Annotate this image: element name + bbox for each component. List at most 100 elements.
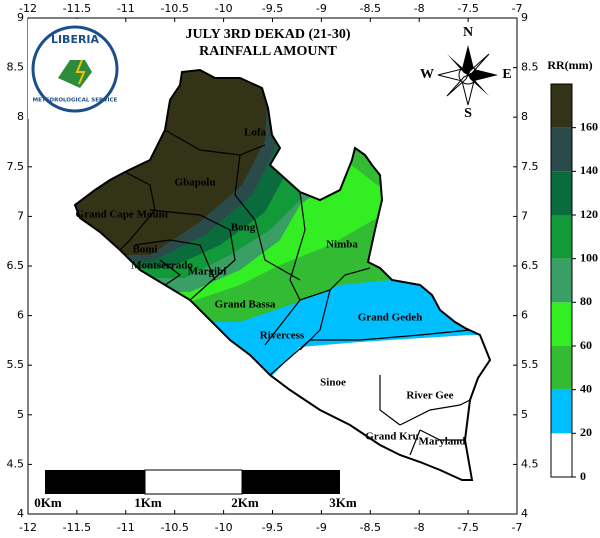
y-tick-label: 4 bbox=[17, 507, 24, 520]
x-tick-label: -9 bbox=[316, 521, 327, 534]
colorbar-tick-label: 20 bbox=[580, 425, 592, 439]
y-tick-label: 8.5 bbox=[7, 61, 25, 74]
county-label: Gbapolu bbox=[175, 177, 216, 189]
compass-letter: E bbox=[502, 67, 511, 82]
y-tick-label: 9 bbox=[17, 11, 24, 24]
x-tick-label: -8 bbox=[414, 521, 425, 534]
y-tick-label: 7 bbox=[521, 209, 528, 222]
y-tick-label: 7.5 bbox=[521, 160, 539, 173]
colorbar-band bbox=[551, 302, 572, 346]
y-tick-label: 5 bbox=[17, 408, 24, 421]
y-tick-label: 6.5 bbox=[521, 259, 539, 272]
x-tick-label: -9 bbox=[316, 2, 327, 15]
x-tick-label: -10 bbox=[215, 2, 233, 15]
scale-label: 2Km bbox=[231, 495, 259, 510]
compass-point bbox=[468, 69, 498, 81]
county-labels: Lofa Gbapolu Grand Cape Mount Bong Bomi Monts… bbox=[76, 127, 466, 448]
title-line: RAINFALL AMOUNT bbox=[199, 44, 337, 59]
county-label: Nimba bbox=[326, 239, 358, 251]
x-tick-label: -10 bbox=[215, 521, 233, 534]
x-tick-label: -7 bbox=[512, 521, 523, 534]
compass-point bbox=[447, 54, 468, 75]
y-tick-label: 5.5 bbox=[521, 358, 539, 371]
title-line: JULY 3RD DEKAD (21-30) bbox=[185, 27, 350, 42]
y-tick-label: 4.5 bbox=[7, 457, 25, 470]
x-tick-label: -11.5 bbox=[63, 2, 91, 15]
scale-label: 1Km bbox=[134, 495, 162, 510]
logo: LIBERIA METEOROLOGICAL SERVICE bbox=[28, 19, 123, 119]
scale-bar: 0Km 1Km 2Km 3Km bbox=[34, 469, 357, 510]
colorbar-tick-label: 0 bbox=[580, 469, 586, 483]
x-tick-label: -8.5 bbox=[360, 521, 381, 534]
scale-label: 3Km bbox=[329, 495, 357, 510]
x-tick-label: -7 bbox=[512, 2, 523, 15]
scale-label: 0Km bbox=[34, 495, 62, 510]
colorbar-frame bbox=[550, 83, 573, 478]
x-tick-label: -11 bbox=[117, 521, 135, 534]
y-tick-label: 4 bbox=[521, 507, 528, 520]
y-tick-label: 7 bbox=[17, 209, 24, 222]
county-label: River Gee bbox=[406, 390, 453, 402]
colorbar-tick-label: 100 bbox=[580, 250, 598, 264]
county-label: Sinoe bbox=[320, 377, 346, 389]
x-tick-label: -8 bbox=[414, 2, 425, 15]
colorbar-band bbox=[551, 346, 572, 390]
colorbar-label: RR(mm) bbox=[547, 58, 592, 72]
scale-segment bbox=[144, 469, 243, 495]
y-tick-label: 6 bbox=[17, 309, 24, 322]
axes: -12 -12 -11.5 -11.5 -11 -11 -10.5 -10.5 -10 -10 -9… bbox=[7, 2, 539, 534]
y-tick-label: 8.5 bbox=[521, 61, 539, 74]
y-tick-label: 9 bbox=[521, 11, 528, 24]
y-tick-label: 6.5 bbox=[7, 259, 25, 272]
colorbar-band bbox=[551, 84, 572, 128]
x-tick-label: -7.5 bbox=[457, 2, 478, 15]
country-outline bbox=[73, 68, 492, 481]
county-label: Montserrado bbox=[131, 260, 193, 272]
y-tick-label: 6 bbox=[521, 309, 528, 322]
colorbar-band bbox=[551, 127, 572, 172]
county-label: Maryland bbox=[418, 436, 465, 448]
x-tick-label: -11 bbox=[117, 2, 135, 15]
compass-ring bbox=[458, 65, 478, 85]
x-tick-label: -10.5 bbox=[160, 521, 188, 534]
x-tick-label: -10.5 bbox=[160, 2, 188, 15]
x-tick-label: -7.5 bbox=[457, 521, 478, 534]
logo-subtitle: METEOROLOGICAL SERVICE bbox=[33, 98, 118, 104]
compass-point bbox=[462, 45, 474, 75]
colorbar-tick-label: 80 bbox=[580, 294, 592, 308]
scale-segment bbox=[242, 470, 340, 494]
county-label: Rivercess bbox=[260, 330, 305, 342]
compass-letter: N bbox=[463, 25, 473, 40]
y-tick-label: 8 bbox=[17, 110, 24, 123]
colorbar-tick-label: 160 bbox=[580, 119, 598, 133]
logo-map bbox=[58, 60, 92, 88]
compass-point bbox=[468, 75, 489, 96]
compass-letter: W bbox=[420, 67, 434, 82]
colorbar-band bbox=[551, 171, 572, 215]
colorbar-tick-label: 40 bbox=[580, 381, 592, 395]
compass: N E S W bbox=[420, 25, 512, 121]
y-tick-label: 5 bbox=[521, 408, 528, 421]
county-label: Grand Kru bbox=[365, 431, 418, 443]
y-tick-label: 5.5 bbox=[7, 358, 25, 371]
county-label: Lofa bbox=[244, 127, 267, 139]
colorbar-tick-label: 60 bbox=[580, 338, 592, 352]
colorbar-band bbox=[551, 258, 572, 303]
colorbar-band bbox=[551, 433, 572, 477]
county-borders bbox=[119, 129, 471, 456]
county-label: Grand Cape Mount bbox=[76, 209, 169, 221]
county-label: Bong bbox=[231, 222, 256, 234]
county-label: Grand Bassa bbox=[215, 299, 276, 311]
x-tick-label: -9.5 bbox=[262, 2, 283, 15]
logo-name: LIBERIA bbox=[51, 33, 100, 46]
county-label: Bomi bbox=[132, 244, 157, 256]
y-tick-label: 4.5 bbox=[521, 457, 539, 470]
county-label: Grand Gedeh bbox=[358, 312, 422, 324]
colorbar-band bbox=[551, 389, 572, 434]
county-label: Margibi bbox=[188, 266, 227, 278]
scale-segment bbox=[45, 470, 145, 494]
x-tick-label: -12 bbox=[19, 521, 37, 534]
x-tick-label: -9.5 bbox=[262, 521, 283, 534]
colorbar: 0 20 40 60 80 100 120 140 160 bbox=[550, 83, 598, 483]
